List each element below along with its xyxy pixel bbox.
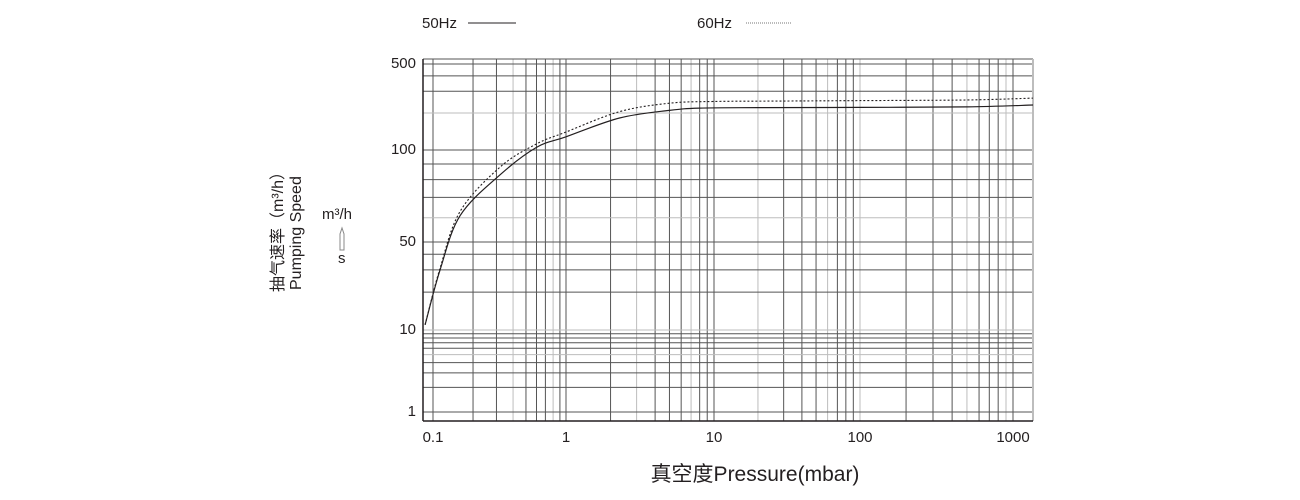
x-tick-label: 10 <box>705 429 723 446</box>
legend-50hz-label: 50Hz <box>422 15 458 32</box>
x-tick-label: 0.1 <box>422 429 444 446</box>
arrow-up-icon <box>339 226 345 251</box>
y-tick-label: 500 <box>390 55 416 72</box>
x-tick-label: 1 <box>561 429 571 446</box>
y-tick-label: 100 <box>390 141 416 158</box>
unit-label: m³/h <box>322 206 352 223</box>
x-tick-label: 1000 <box>996 429 1030 446</box>
series-line-60hz <box>424 97 1034 325</box>
y-tick-label: 50 <box>399 233 416 250</box>
unit-sub-label: s <box>338 250 346 267</box>
series-line-50hz <box>424 104 1034 325</box>
x-tick-label: 100 <box>847 429 873 446</box>
legend-60hz-label: 60Hz <box>697 15 733 32</box>
y-tick-label: 1 <box>407 403 416 420</box>
x-axis-label: 真空度Pressure(mbar) <box>650 463 860 486</box>
y-tick-label: 10 <box>399 321 416 338</box>
